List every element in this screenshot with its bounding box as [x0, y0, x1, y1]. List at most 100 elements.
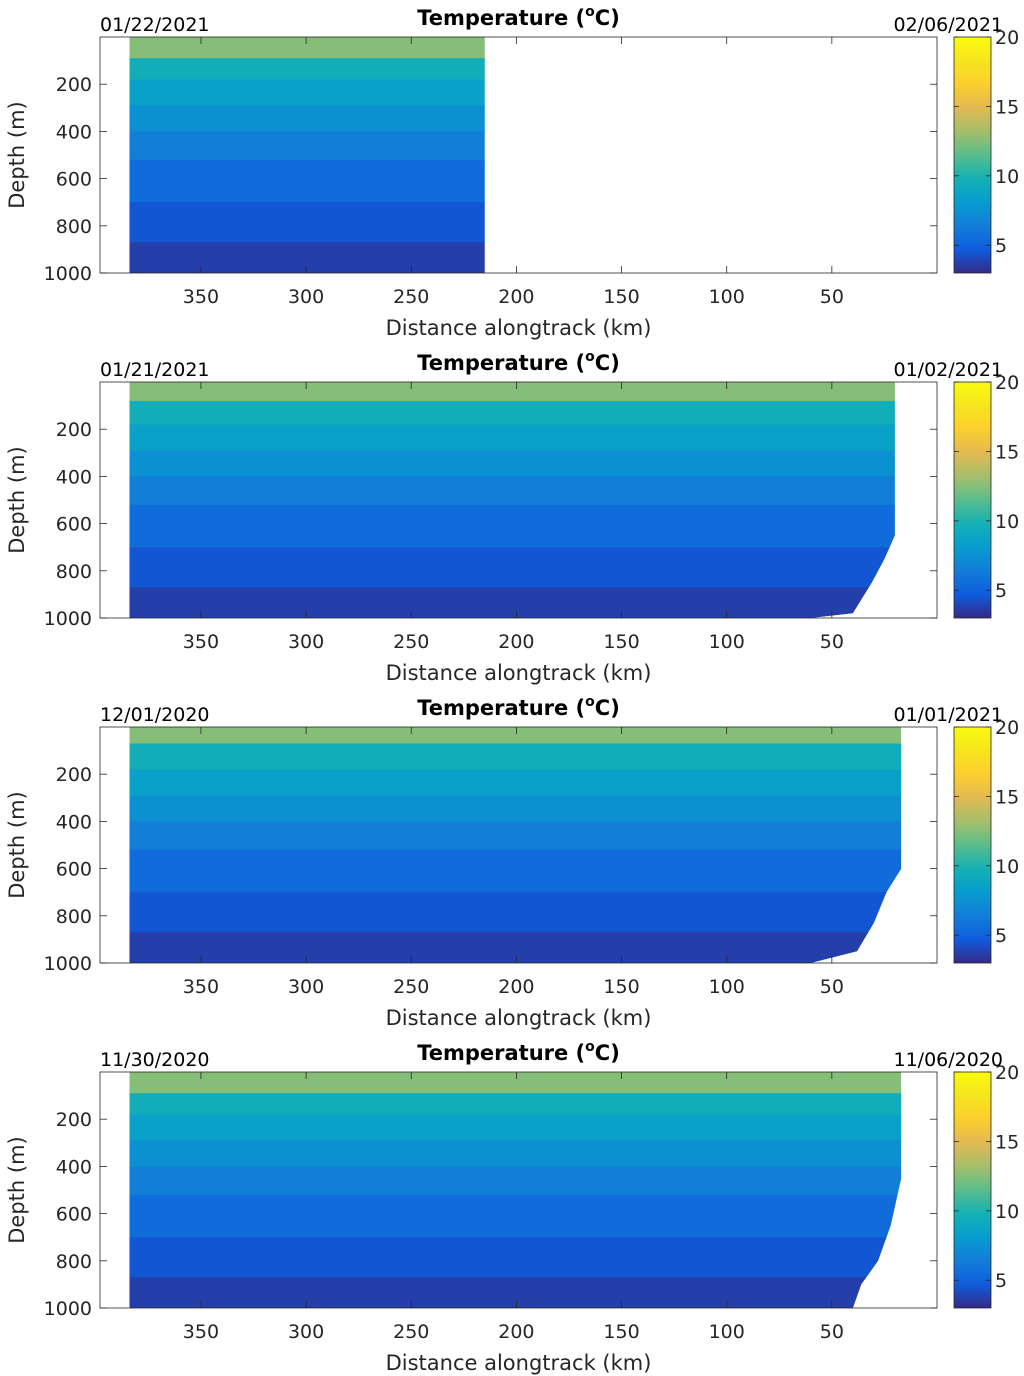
x-axis-label: Distance alongtrack (km) — [386, 316, 652, 340]
axes-box — [99, 36, 938, 274]
end-date-label: 11/06/2020 — [893, 1049, 1003, 1071]
title-degree-superscript: o — [585, 4, 595, 20]
title-unit: C) — [595, 351, 620, 375]
y-tick-label: 200 — [56, 419, 92, 441]
temperature-layers — [129, 37, 485, 273]
y-axis-label: Depth (m) — [5, 791, 29, 898]
colorbar-tick-label: 15 — [995, 96, 1019, 118]
colorbar-tick-label: 20 — [995, 372, 1019, 394]
temperature-layer-5 — [129, 821, 902, 851]
title-unit: C) — [595, 696, 620, 720]
x-tick-label: 300 — [288, 286, 324, 308]
temperature-layers — [129, 382, 895, 618]
y-tick-label: 400 — [56, 466, 92, 488]
temperature-layer-7 — [129, 547, 895, 589]
title-text: Temperature ( — [417, 1041, 585, 1065]
temperature-layer-3 — [129, 79, 485, 107]
temperature-layers — [129, 727, 902, 963]
chart-title: Temperature (oC) — [417, 4, 620, 30]
colorbar-tick-label: 10 — [995, 166, 1019, 188]
temperature-layer-6 — [129, 159, 485, 204]
y-tick-label: 1000 — [44, 263, 92, 285]
chart-title: Temperature (oC) — [417, 694, 620, 720]
title-unit: C) — [595, 6, 620, 30]
y-tick-label: 1000 — [44, 953, 92, 975]
colorbar-tick-label: 5 — [995, 925, 1007, 947]
colorbar-tick-label: 20 — [995, 1062, 1019, 1084]
x-tick-label: 350 — [183, 631, 219, 653]
y-tick-label: 1000 — [44, 608, 92, 630]
y-tick-label: 200 — [56, 74, 92, 96]
temperature-layer-5 — [129, 1166, 902, 1196]
temperature-layer-8 — [129, 1277, 902, 1308]
colorbar-tick-label: 15 — [995, 441, 1019, 463]
start-date-label: 01/21/2021 — [100, 359, 210, 381]
panel-4: 350 300 250 200 150 100 50 200 400 600 800 1000 Dist… — [5, 1039, 1019, 1375]
x-tick-label: 350 — [183, 976, 219, 998]
colorbar-tick-label: 5 — [995, 235, 1007, 257]
axes-box — [99, 726, 938, 964]
temperature-layer-5 — [129, 476, 895, 506]
x-axis-label: Distance alongtrack (km) — [386, 661, 652, 685]
y-tick-label: 800 — [56, 561, 92, 583]
x-tick-label: 50 — [820, 286, 844, 308]
panel-1: 350 300 250 200 150 100 50 200 400 600 800 1000 Dist… — [5, 4, 1019, 340]
y-tick-label: 400 — [56, 811, 92, 833]
end-date-label: 01/01/2021 — [893, 704, 1003, 726]
colorbar-tick-label: 10 — [995, 1201, 1019, 1223]
colorbar-tick-label: 20 — [995, 27, 1019, 49]
panel-2: 350 300 250 200 150 100 50 200 400 600 800 1000 Dist… — [5, 349, 1019, 685]
y-tick-label: 400 — [56, 121, 92, 143]
temperature-layer-1 — [129, 1072, 902, 1095]
colorbar-tick-label: 10 — [995, 511, 1019, 533]
temperature-layer-1 — [129, 382, 895, 402]
x-tick-label: 100 — [709, 1321, 745, 1343]
x-tick-label: 200 — [498, 631, 534, 653]
x-tick-label: 250 — [393, 286, 429, 308]
x-tick-label: 100 — [709, 631, 745, 653]
temperature-layer-6 — [129, 1194, 902, 1239]
x-tick-label: 300 — [288, 1321, 324, 1343]
y-tick-label: 800 — [56, 1251, 92, 1273]
x-tick-label: 250 — [393, 1321, 429, 1343]
y-axis-label: Depth (m) — [5, 446, 29, 553]
x-axis-label: Distance alongtrack (km) — [386, 1351, 652, 1375]
x-tick-label: 50 — [820, 976, 844, 998]
y-tick-label: 200 — [56, 764, 92, 786]
temperature-layer-7 — [129, 1237, 902, 1279]
colorbar-tick-label: 5 — [995, 1270, 1007, 1292]
axes-box — [99, 1071, 938, 1309]
x-tick-label: 250 — [393, 976, 429, 998]
temperature-layer-4 — [129, 105, 485, 133]
temperature-layer-8 — [129, 242, 485, 273]
title-unit: C) — [595, 1041, 620, 1065]
x-tick-label: 300 — [288, 631, 324, 653]
chart-title: Temperature (oC) — [417, 349, 620, 375]
x-tick-label: 200 — [498, 1321, 534, 1343]
x-tick-label: 100 — [709, 976, 745, 998]
start-date-label: 11/30/2020 — [100, 1049, 210, 1071]
temperature-layer-3 — [129, 1114, 902, 1142]
temperature-layer-7 — [129, 892, 902, 934]
y-tick-label: 400 — [56, 1156, 92, 1178]
temperature-layer-6 — [129, 504, 895, 549]
colorbar — [953, 36, 992, 274]
y-tick-label: 600 — [56, 514, 92, 536]
temperature-layer-2 — [129, 1093, 902, 1116]
colorbar-tick-label: 20 — [995, 717, 1019, 739]
colorbar-tick-label: 10 — [995, 856, 1019, 878]
y-tick-label: 600 — [56, 1204, 92, 1226]
axes-box — [99, 381, 938, 619]
colorbar-tick-label: 15 — [995, 1131, 1019, 1153]
end-date-label: 02/06/2021 — [893, 14, 1003, 36]
temperature-layer-4 — [129, 1140, 902, 1168]
title-text: Temperature ( — [417, 6, 585, 30]
y-tick-label: 800 — [56, 216, 92, 238]
temperature-layer-4 — [129, 795, 902, 823]
x-tick-label: 50 — [820, 631, 844, 653]
x-tick-label: 100 — [709, 286, 745, 308]
title-degree-superscript: o — [585, 694, 595, 710]
temperature-layer-2 — [129, 58, 485, 81]
colorbar-tick-label: 15 — [995, 786, 1019, 808]
